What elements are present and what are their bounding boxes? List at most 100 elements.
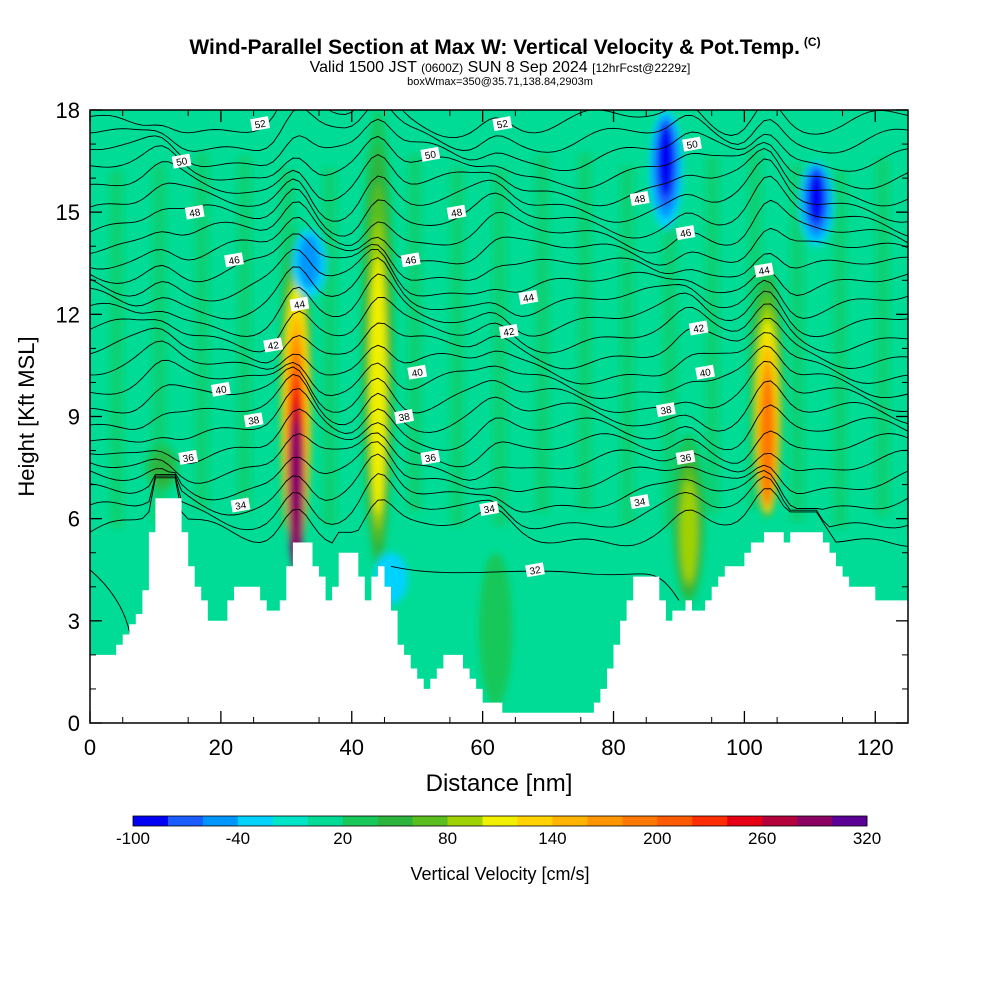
field-band <box>152 165 167 524</box>
colorbar-swatch <box>727 816 763 826</box>
field-band <box>194 152 210 510</box>
theta-label-bg <box>407 364 428 380</box>
theta-label: 50 <box>171 153 192 169</box>
colorbar-tick-label: 20 <box>333 829 352 848</box>
core-level <box>759 378 776 506</box>
x-tick-label: 60 <box>470 735 494 760</box>
updraft-core <box>672 433 706 604</box>
theta-label-bg <box>178 449 199 465</box>
subtitle-forecast: [12hrFcst@2229z] <box>592 61 691 75</box>
theta-contour <box>90 408 908 468</box>
updraft-core <box>279 229 313 571</box>
field-band <box>790 164 805 522</box>
colorbar-swatch <box>552 816 588 826</box>
y-tick-label: 0 <box>68 711 80 736</box>
theta-contour <box>90 360 908 414</box>
colorbar-swatch <box>482 816 518 826</box>
theta-label-bg <box>629 191 650 206</box>
theta-label-bg <box>629 494 650 510</box>
theta-label-text: 48 <box>634 194 647 207</box>
theta-contour <box>90 453 908 516</box>
field-band <box>534 154 550 513</box>
y-tick-label: 18 <box>56 98 80 123</box>
theta-label-bg <box>230 497 251 513</box>
colorbar-swatch <box>412 816 448 826</box>
theta-label-text: 36 <box>679 452 692 465</box>
y-tick-label: 9 <box>68 405 80 430</box>
theta-label-bg <box>400 252 421 268</box>
theta-contour <box>90 441 908 501</box>
theta-label-text: 48 <box>450 207 463 220</box>
terrain <box>90 498 908 723</box>
theta-label: 38 <box>394 409 415 424</box>
colorbar-swatch <box>342 816 379 826</box>
colorbar-frame <box>132 815 868 827</box>
theta-contour <box>90 332 908 385</box>
updraft-core <box>479 552 513 706</box>
theta-label-bg <box>675 225 696 241</box>
theta-label: 46 <box>400 252 421 268</box>
x-tick-label: 80 <box>601 735 625 760</box>
field-band <box>832 170 848 529</box>
colorbar-tick-label: 260 <box>748 829 776 848</box>
theta-contour <box>90 233 908 284</box>
theta-label-bg <box>688 320 709 336</box>
theta-label: 48 <box>184 204 205 220</box>
x-tick-label: 20 <box>209 735 233 760</box>
theta-label: 44 <box>754 262 774 278</box>
theta-label: 42 <box>498 323 519 339</box>
downdraft-core <box>799 161 834 247</box>
theta-contour <box>90 477 908 547</box>
y-tick-label: 6 <box>68 507 80 532</box>
theta-label-text: 48 <box>189 207 202 220</box>
theta-label-text: 42 <box>267 340 280 353</box>
colorbar-swatch <box>447 816 483 826</box>
theta-label: 34 <box>479 501 500 516</box>
theta-contour <box>90 317 908 370</box>
theta-contour <box>90 158 908 223</box>
field-band <box>705 156 720 515</box>
downdraft-core <box>292 229 326 298</box>
theta-label-text: 50 <box>175 156 188 169</box>
colorbar-swatch <box>272 816 309 826</box>
theta-label-bg <box>695 364 716 380</box>
theta-label: 38 <box>243 412 264 428</box>
colorbar-swatch <box>133 816 169 826</box>
theta-label-text: 46 <box>679 228 692 241</box>
y-tick-label: 12 <box>56 302 80 327</box>
theta-label-bg <box>525 562 545 578</box>
colorbar-tick-label: 80 <box>438 829 457 848</box>
colorbar-swatch <box>237 816 274 826</box>
theta-label-bg <box>263 337 284 353</box>
theta-label-bg <box>754 262 774 278</box>
theta-label-text: 46 <box>228 255 241 268</box>
theta-label-bg <box>492 116 513 132</box>
theta-label: 32 <box>525 562 545 578</box>
theta-label-text: 34 <box>234 500 247 513</box>
theta-label-text: 44 <box>522 292 535 305</box>
theta-contour <box>90 388 908 451</box>
x-tick-label: 100 <box>726 735 763 760</box>
colorbar-label: Vertical Velocity [cm/s] <box>410 864 589 884</box>
theta-label-text: 52 <box>254 119 267 132</box>
subtitle-date: SUN 8 Sep 2024 <box>467 59 588 76</box>
field-band <box>237 155 252 514</box>
theta-label-text: 32 <box>529 565 542 578</box>
x-tick-label: 120 <box>857 735 894 760</box>
theta-label-bg <box>171 153 192 169</box>
colorbar-swatch <box>797 816 833 826</box>
theta-label: 48 <box>446 204 467 220</box>
core-level <box>657 124 674 197</box>
colorbar-swatch <box>832 816 868 826</box>
theta-label: 34 <box>629 494 650 510</box>
theta-label-text: 44 <box>758 265 771 278</box>
theta-label-bg <box>446 204 467 220</box>
theta-label: 38 <box>655 402 676 418</box>
theta-label: 50 <box>682 136 702 152</box>
subtitle-valid-time: Valid 1500 JST <box>309 59 417 76</box>
y-axis-label: Height [Kft MSL] <box>14 336 39 496</box>
theta-label: 52 <box>492 116 513 132</box>
colorbar-tick-label: -100 <box>116 829 150 848</box>
theta-label: 46 <box>675 225 696 241</box>
